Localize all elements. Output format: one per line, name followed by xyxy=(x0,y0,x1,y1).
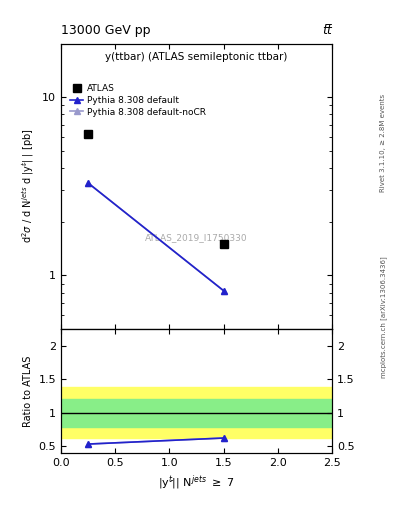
Text: y(ttbar) (ATLAS semileptonic ttbar): y(ttbar) (ATLAS semileptonic ttbar) xyxy=(105,52,288,62)
Bar xyxy=(61,399,332,427)
Legend: ATLAS, Pythia 8.308 default, Pythia 8.308 default-noCR: ATLAS, Pythia 8.308 default, Pythia 8.30… xyxy=(68,82,208,118)
Pythia 8.308 default xyxy=(86,180,90,186)
Text: tt̅: tt̅ xyxy=(322,24,332,37)
Text: 13000 GeV pp: 13000 GeV pp xyxy=(61,24,151,37)
Bar xyxy=(61,388,332,438)
Text: Rivet 3.1.10, ≥ 2.8M events: Rivet 3.1.10, ≥ 2.8M events xyxy=(380,94,386,193)
ATLAS xyxy=(86,131,90,137)
Line: Pythia 8.308 default: Pythia 8.308 default xyxy=(84,180,227,294)
Y-axis label: d$^2\sigma$ / d N$^{jets}$ d |y$^{t\bar{}}$| | [pb]: d$^2\sigma$ / d N$^{jets}$ d |y$^{t\bar{… xyxy=(21,129,37,244)
Pythia 8.308 default-noCR xyxy=(86,180,90,186)
X-axis label: |y$^{t\bar{}}$|| N$^{jets}$ $\geq$ 7: |y$^{t\bar{}}$|| N$^{jets}$ $\geq$ 7 xyxy=(158,474,235,492)
Text: ATLAS_2019_I1750330: ATLAS_2019_I1750330 xyxy=(145,233,248,242)
Line: Pythia 8.308 default-noCR: Pythia 8.308 default-noCR xyxy=(84,180,227,294)
Text: mcplots.cern.ch [arXiv:1306.3436]: mcplots.cern.ch [arXiv:1306.3436] xyxy=(380,257,387,378)
Y-axis label: Ratio to ATLAS: Ratio to ATLAS xyxy=(23,355,33,426)
Line: ATLAS: ATLAS xyxy=(84,130,228,248)
Pythia 8.308 default-noCR xyxy=(221,288,226,294)
Pythia 8.308 default xyxy=(221,288,226,294)
ATLAS xyxy=(221,241,226,247)
